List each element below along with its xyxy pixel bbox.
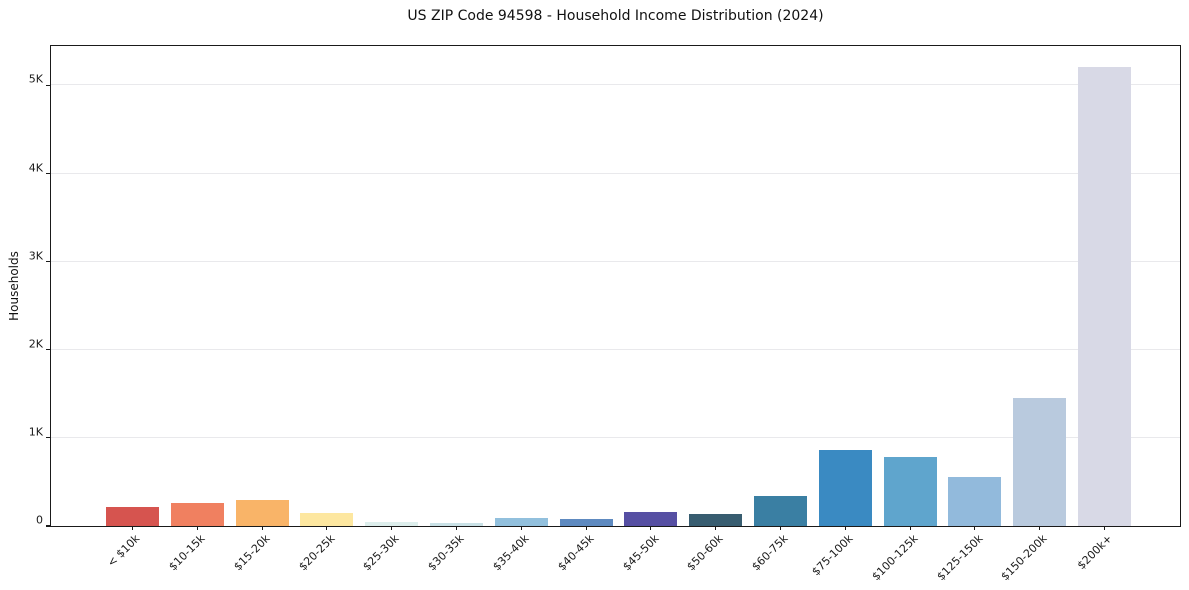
bar-2 [170,502,224,526]
x-tick-mark [974,526,976,530]
gridline [51,260,1180,262]
x-tick-label: $125-150k [933,532,986,584]
x-tick-mark [909,526,911,530]
y-tick-mark [46,349,50,351]
y-tick-label: 1K [28,425,43,439]
x-tick-label: $30-35k [425,532,467,574]
x-tick-mark [326,526,328,530]
y-tick-mark [46,261,50,263]
x-tick-mark [844,526,846,530]
bar-5 [365,521,419,526]
y-tick-label: 4K [28,161,43,175]
y-tick-label: 0 [36,513,43,527]
y-tick-mark [46,172,50,175]
x-tick-label: < $10k [105,532,143,570]
gridline [51,436,1180,438]
bar-11 [754,496,807,526]
y-tick-label: 5K [28,72,43,86]
x-tick-label: $100-125k [869,532,921,584]
bar-14 [948,477,1002,526]
x-tick-label: $75-100k [809,532,856,579]
plot-area: 0 1K 2K 3K 4K 5K < $10k $10-15k $15-20k $20-25k $2… [29,45,1181,583]
bar-10 [689,513,743,526]
x-tick-mark [585,526,587,530]
bar-9 [624,512,678,526]
x-tick-label: $20-25k [295,532,338,574]
x-tick-mark [455,526,458,530]
x-tick-mark [131,526,134,530]
x-tick-label: $35-40k [490,532,532,574]
y-tick-label: 3K [28,249,43,263]
gridline [51,172,1180,174]
bar-1 [106,506,159,526]
bar-16 [1078,66,1131,526]
y-tick-mark [46,525,50,527]
gridline [51,348,1180,350]
y-tick-mark [46,84,50,87]
x-tick-label: $60-75k [749,532,791,574]
y-tick-mark [46,437,50,439]
x-tick-mark [261,526,263,530]
bar-12 [818,450,872,526]
y-axis-label: Households [7,251,21,321]
bar-8 [559,518,613,526]
gridline [51,84,1180,86]
x-tick-label: $15-20k [231,532,273,574]
bar-3 [235,500,289,526]
x-tick-mark [520,526,522,530]
x-tick-label: $150-200k [998,532,1050,584]
bar-15 [1013,398,1067,526]
x-tick-label: $50-60k [684,532,726,574]
bar-4 [300,512,354,526]
x-tick-mark [1103,526,1106,530]
x-tick-label: $45-50k [619,532,662,574]
y-tick-label: 2K [28,337,43,351]
x-tick-mark [715,526,717,530]
chart-title: US ZIP Code 94598 - Household Income Dis… [407,8,824,24]
x-tick-label: $10-15k [166,532,208,574]
x-tick-mark [650,526,652,530]
x-tick-mark [1039,526,1041,530]
bar-13 [883,457,937,526]
bar-7 [494,518,548,526]
x-tick-label: $40-45k [555,532,597,574]
x-tick-mark [391,526,393,530]
bar-6 [430,523,483,526]
x-tick-mark [779,526,782,530]
x-tick-label: $25-30k [360,532,402,574]
x-tick-label: $200k+ [1074,532,1115,573]
x-tick-mark [196,526,198,530]
